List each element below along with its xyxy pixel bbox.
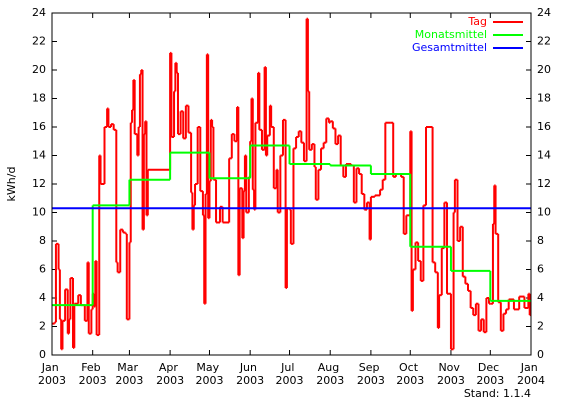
y-tick-label-right: 8 (537, 234, 544, 247)
series-0 (52, 17, 531, 351)
y-tick-label: 22 (32, 35, 46, 48)
plot-frame (51, 12, 532, 356)
y-tick-label-right: 22 (537, 35, 551, 48)
x-tick-label: Oct 2003 (396, 361, 424, 387)
legend-label: Monatsmittel (415, 28, 487, 41)
x-tick-label: Nov 2003 (437, 361, 465, 387)
y-tick-label: 14 (32, 149, 46, 162)
y-tick-label-right: 6 (537, 263, 544, 276)
y-tick-label: 8 (39, 234, 46, 247)
y-tick-label: 12 (32, 177, 46, 190)
y-tick-label-right: 18 (537, 92, 551, 105)
y-tick-label-right: 10 (537, 206, 551, 219)
y-tick-label: 6 (39, 263, 46, 276)
y-tick-label: 0 (39, 348, 46, 361)
y-tick-label: 10 (32, 206, 46, 219)
y-tick-label-right: 16 (537, 120, 551, 133)
y-tick-label-right: 24 (537, 6, 551, 19)
x-tick-label: Jan 2003 (38, 361, 66, 387)
y-tick-label-right: 4 (537, 291, 544, 304)
y-tick-label-right: 2 (537, 320, 544, 333)
x-tick-label: Jun 2003 (236, 361, 264, 387)
x-tick-label: Jan 2004 (517, 361, 545, 387)
x-tick-label: Mar 2003 (115, 361, 143, 387)
x-tick-label: Jul 2003 (276, 361, 304, 387)
y-tick-label-right: 0 (537, 348, 544, 361)
x-tick-label: Aug 2003 (316, 361, 344, 387)
x-tick-label: Sep 2003 (357, 361, 385, 387)
y-tick-label: 20 (32, 63, 46, 76)
x-tick-label: May 2003 (195, 361, 223, 387)
legend-label: Gesamtmittel (412, 41, 487, 54)
series-1 (52, 144, 531, 307)
y-tick-label: 16 (32, 120, 46, 133)
y-tick-label: 2 (39, 320, 46, 333)
y-tick-label: 18 (32, 92, 46, 105)
x-tick-label: Dec 2003 (476, 361, 504, 387)
y-tick-label-right: 12 (537, 177, 551, 190)
footnote: Stand: 1.1.4 (464, 387, 531, 400)
x-tick-label: Feb 2003 (79, 361, 107, 387)
y-tick-label-right: 20 (537, 63, 551, 76)
y-tick-label-right: 14 (537, 149, 551, 162)
y-axis-label: kWh/d (5, 167, 18, 202)
x-tick-label: Apr 2003 (156, 361, 184, 387)
y-tick-label: 4 (39, 291, 46, 304)
y-tick-label: 24 (32, 6, 46, 19)
legend-label: Tag (467, 15, 487, 28)
